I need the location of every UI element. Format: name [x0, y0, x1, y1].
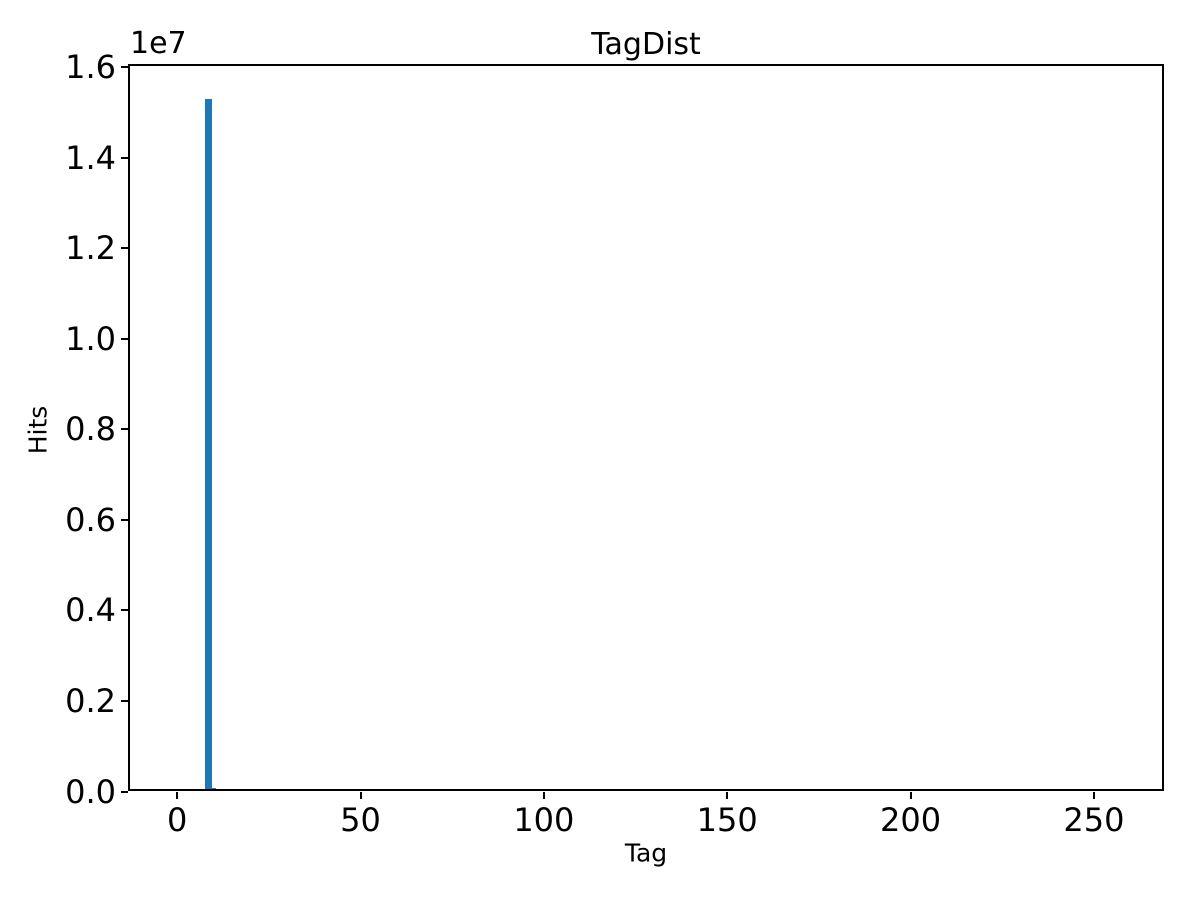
x-tick-label: 50 — [340, 800, 381, 839]
x-tick-label: 150 — [696, 800, 758, 839]
x-tick-mark — [909, 791, 912, 799]
x-tick-mark — [726, 791, 729, 799]
y-axis-offset-text: 1e7 — [130, 26, 187, 61]
y-tick-mark — [121, 337, 128, 340]
y-tick-label: 1.0 — [65, 319, 116, 358]
y-axis-label: Hits — [23, 405, 53, 455]
y-tick-label: 0.0 — [65, 772, 116, 811]
y-tick-mark — [121, 609, 128, 612]
y-tick-label: 0.2 — [65, 681, 116, 720]
plot-area — [128, 64, 1164, 791]
chart-title: TagDist — [591, 27, 701, 62]
x-tick-label: 0 — [166, 800, 188, 839]
y-tick-label: 1.2 — [65, 229, 116, 268]
x-tick-label: 100 — [513, 800, 575, 839]
x-axis-label: Tag — [624, 838, 668, 868]
y-tick-label: 1.6 — [65, 47, 116, 86]
x-tick-label: 200 — [880, 800, 942, 839]
y-tick-mark — [121, 428, 128, 431]
x-tick-mark — [176, 791, 179, 799]
y-tick-mark — [121, 247, 128, 250]
x-tick-mark — [1092, 791, 1095, 799]
y-tick-label: 0.4 — [65, 591, 116, 630]
y-tick-mark — [121, 790, 128, 793]
x-tick-mark — [359, 791, 362, 799]
y-tick-mark — [121, 699, 128, 702]
bar — [208, 98, 212, 792]
x-tick-label: 250 — [1063, 800, 1125, 839]
bar — [204, 98, 209, 792]
y-tick-label: 0.8 — [65, 410, 116, 449]
y-tick-mark — [121, 518, 128, 521]
y-tick-label: 0.6 — [65, 500, 116, 539]
y-tick-mark — [121, 65, 128, 68]
y-tick-label: 1.4 — [65, 138, 116, 177]
x-tick-mark — [542, 791, 545, 799]
y-tick-mark — [121, 156, 128, 159]
